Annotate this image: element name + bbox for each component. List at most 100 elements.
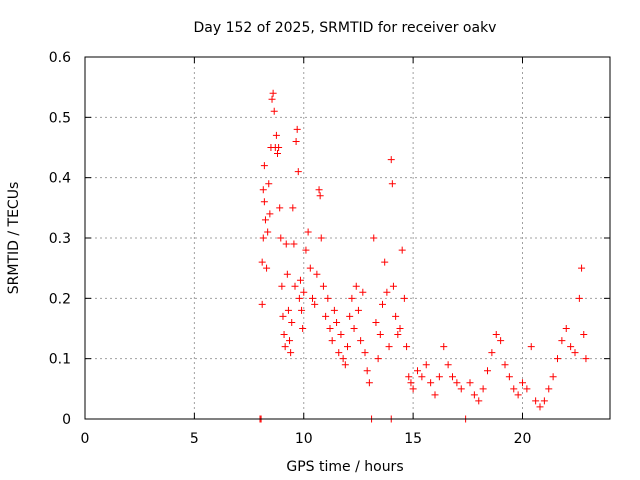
- data-point: [488, 349, 496, 357]
- data-point: [289, 204, 297, 212]
- data-point: [523, 385, 531, 393]
- data-point: [279, 312, 287, 320]
- data-point: [309, 294, 316, 302]
- data-point: [276, 204, 284, 212]
- data-point: [414, 367, 421, 375]
- data-point: [578, 264, 586, 272]
- data-point: [359, 288, 367, 296]
- data-point: [405, 373, 413, 381]
- data-point: [422, 361, 430, 369]
- data-point: [260, 198, 268, 206]
- data-point: [290, 240, 298, 248]
- data-point: [497, 337, 505, 345]
- data-point: [328, 337, 336, 345]
- x-tick-label: 5: [190, 431, 199, 447]
- data-point: [278, 282, 286, 290]
- y-tick-label: 0: [62, 412, 71, 428]
- data-point: [396, 325, 404, 332]
- data-point: [299, 325, 307, 332]
- data-point: [444, 361, 452, 369]
- data-point: [431, 391, 439, 399]
- data-point: [319, 282, 327, 290]
- data-point: [275, 144, 283, 151]
- data-point: [365, 379, 373, 387]
- data-point: [268, 95, 276, 103]
- data-point: [514, 391, 522, 399]
- data-point: [440, 343, 448, 351]
- data-point: [363, 367, 371, 375]
- data-point: [350, 325, 358, 332]
- data-point: [374, 355, 382, 363]
- data-point: [501, 361, 509, 369]
- y-tick-label: 0.3: [49, 231, 71, 247]
- data-point: [284, 306, 292, 314]
- data-point: [354, 306, 362, 314]
- data-point: [258, 300, 266, 308]
- data-point: [387, 156, 395, 164]
- data-point: [346, 312, 354, 320]
- data-point: [372, 318, 380, 326]
- data-point: [280, 331, 288, 339]
- data-point: [333, 318, 341, 326]
- data-point: [295, 294, 303, 302]
- data-point: [379, 300, 386, 308]
- data-point: [558, 337, 566, 345]
- data-point: [527, 343, 535, 351]
- data-point: [313, 270, 321, 278]
- data-point: [283, 270, 291, 278]
- x-tick-label: 20: [514, 431, 532, 447]
- data-point: [270, 107, 278, 115]
- data-point: [261, 216, 269, 224]
- data-point: [264, 228, 272, 236]
- data-point: [298, 306, 306, 314]
- data-point: [470, 391, 478, 399]
- data-point: [418, 373, 426, 381]
- data-point: [259, 186, 267, 194]
- data-point: [344, 343, 351, 351]
- data-point: [449, 373, 456, 381]
- data-point: [258, 258, 266, 266]
- chart-title: Day 152 of 2025, SRMTID for receiver oak…: [194, 20, 497, 36]
- y-axis-label: SRMTID / TECUs: [6, 182, 22, 295]
- data-point: [492, 331, 500, 339]
- data-point: [300, 288, 308, 296]
- y-tick-label: 0.2: [49, 291, 71, 307]
- data-point: [330, 306, 338, 314]
- data-point: [398, 246, 406, 254]
- data-point: [549, 373, 557, 381]
- data-point: [326, 325, 334, 332]
- data-point: [311, 300, 319, 308]
- data-point: [269, 89, 277, 97]
- y-tick-label: 0.5: [49, 110, 71, 126]
- data-point: [293, 125, 301, 133]
- data-point: [510, 385, 518, 393]
- data-point: [427, 379, 435, 387]
- data-point: [479, 385, 487, 393]
- data-point: [348, 294, 356, 302]
- data-point: [532, 397, 540, 405]
- data-point: [582, 355, 590, 363]
- data-point: [263, 264, 271, 272]
- data-point: [519, 379, 526, 387]
- data-point: [317, 234, 325, 242]
- data-point: [453, 379, 461, 387]
- data-point: [324, 294, 332, 302]
- data-point: [296, 276, 304, 284]
- data-point: [361, 349, 369, 357]
- x-tick-label: 15: [404, 431, 422, 447]
- data-point: [288, 318, 296, 326]
- y-tick-label: 0.1: [49, 352, 71, 368]
- data-point: [383, 288, 391, 296]
- data-point: [287, 349, 295, 357]
- data-point: [580, 331, 588, 339]
- data-point: [435, 373, 443, 381]
- data-point: [554, 355, 561, 363]
- x-tick-label: 10: [295, 431, 313, 447]
- data-point: [291, 282, 299, 290]
- data-point: [286, 337, 294, 345]
- data-point: [357, 337, 365, 345]
- data-point: [385, 343, 393, 351]
- data-point: [540, 397, 548, 405]
- data-point: [282, 240, 290, 248]
